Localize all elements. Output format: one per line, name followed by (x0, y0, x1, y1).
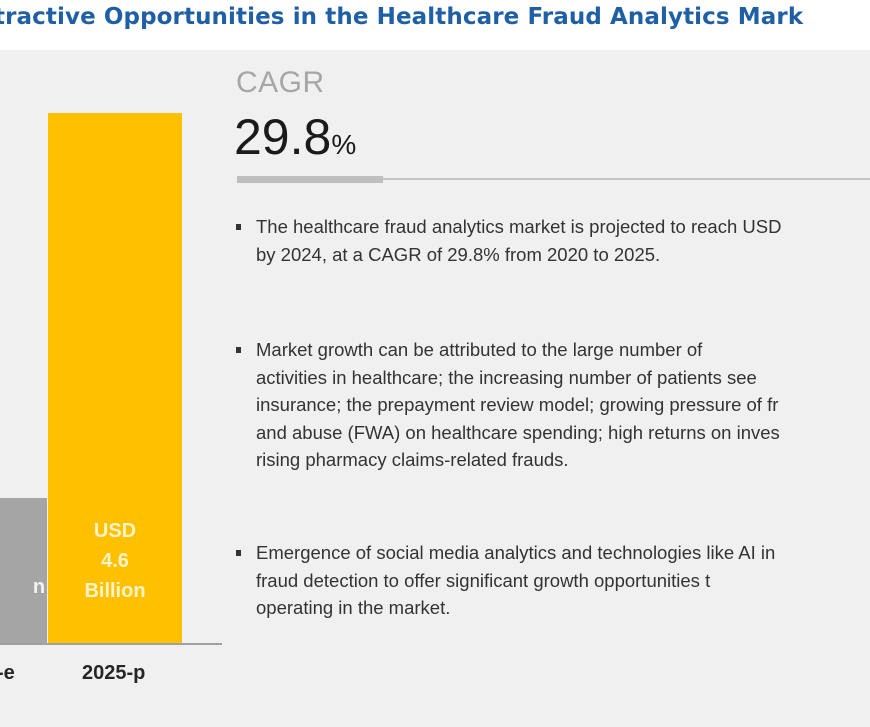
cagr-unit: % (331, 129, 357, 160)
bar-label-line: USD (93, 520, 137, 542)
cagr-underline-accent (237, 176, 383, 183)
bullet-line: fraud detection to offer significant gro… (256, 569, 711, 591)
bullet-line: activities in healthcare; the increasing… (256, 366, 757, 388)
bar-label-line: n (32, 576, 46, 598)
x-axis-line (0, 643, 222, 645)
bullet-line: rising pharmacy claims-related frauds. (256, 449, 569, 470)
bar-label-line: 4.6 (101, 550, 129, 572)
bullet-icon (236, 224, 241, 230)
bullet-line: and abuse (FWA) on healthcare spending; … (256, 421, 780, 443)
title-band: tractive Opportunities in the Healthcare… (0, 0, 870, 50)
x-label-2025: 2025-p (82, 662, 146, 684)
chart-title: tractive Opportunities in the Healthcare… (0, 4, 804, 30)
bar-2025: USD 4.6 Billion (48, 113, 182, 644)
bullet-line: insurance; the prepayment review model; … (256, 394, 779, 415)
bullet-item: The healthcare fraud analytics market is… (236, 213, 870, 268)
bullet-icon (236, 347, 241, 353)
bullet-icon (236, 550, 241, 556)
bar-label-line: Billion (84, 580, 146, 602)
bullet-line: operating in the market. (256, 597, 451, 618)
bar-previous-year: n (0, 498, 47, 644)
bullet-line: Market growth can be attributed to the l… (256, 339, 703, 360)
bullet-line: The healthcare fraud analytics market is… (256, 216, 782, 237)
bullet-item: Emergence of social media analytics and … (236, 539, 870, 622)
cagr-value: 29.8% (234, 108, 356, 166)
cagr-label: CAGR (236, 66, 325, 99)
bullet-line: by 2024, at a CAGR of 29.8% from 2020 to… (256, 243, 661, 265)
bullet-item: Market growth can be attributed to the l… (236, 336, 870, 474)
bullet-line: Emergence of social media analytics and … (256, 542, 776, 563)
x-label-previous: -e (0, 662, 15, 684)
cagr-underline (383, 178, 870, 180)
cagr-number: 29.8 (234, 109, 332, 165)
